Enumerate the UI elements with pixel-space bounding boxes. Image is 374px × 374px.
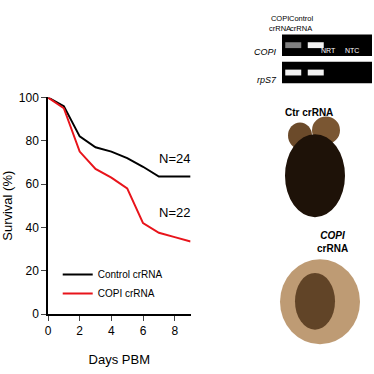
svg-text:N=24: N=24 [159,151,190,166]
svg-text:100: 100 [19,91,39,105]
svg-text:60: 60 [25,177,39,191]
svg-text:COPI crRNA: COPI crRNA [98,288,155,299]
svg-text:4: 4 [108,324,115,338]
svg-text:ControlcrRNA: ControlcrRNA [289,14,314,33]
svg-text:2: 2 [76,324,83,338]
svg-text:80: 80 [25,134,39,148]
svg-text:0: 0 [32,307,39,321]
svg-text:NRT: NRT [321,47,336,54]
svg-text:6: 6 [140,324,147,338]
svg-text:Days PBM: Days PBM [89,352,150,367]
svg-text:40: 40 [25,221,39,235]
svg-text:NTC: NTC [345,47,359,54]
svg-text:Control crRNA: Control crRNA [98,269,163,280]
svg-text:20: 20 [25,264,39,278]
svg-text:Survival (%): Survival (%) [0,171,15,241]
svg-text:COPI: COPI [254,47,277,57]
svg-text:rpS7: rpS7 [257,75,277,85]
svg-text:Ctr crRNA: Ctr crRNA [285,107,333,118]
svg-text:0: 0 [45,324,52,338]
svg-text:N=22: N=22 [159,205,190,220]
svg-text:COPIcrRNA: COPIcrRNA [269,14,291,33]
svg-text:COPIcrRNA: COPIcrRNA [317,230,348,254]
svg-text:8: 8 [171,324,178,338]
